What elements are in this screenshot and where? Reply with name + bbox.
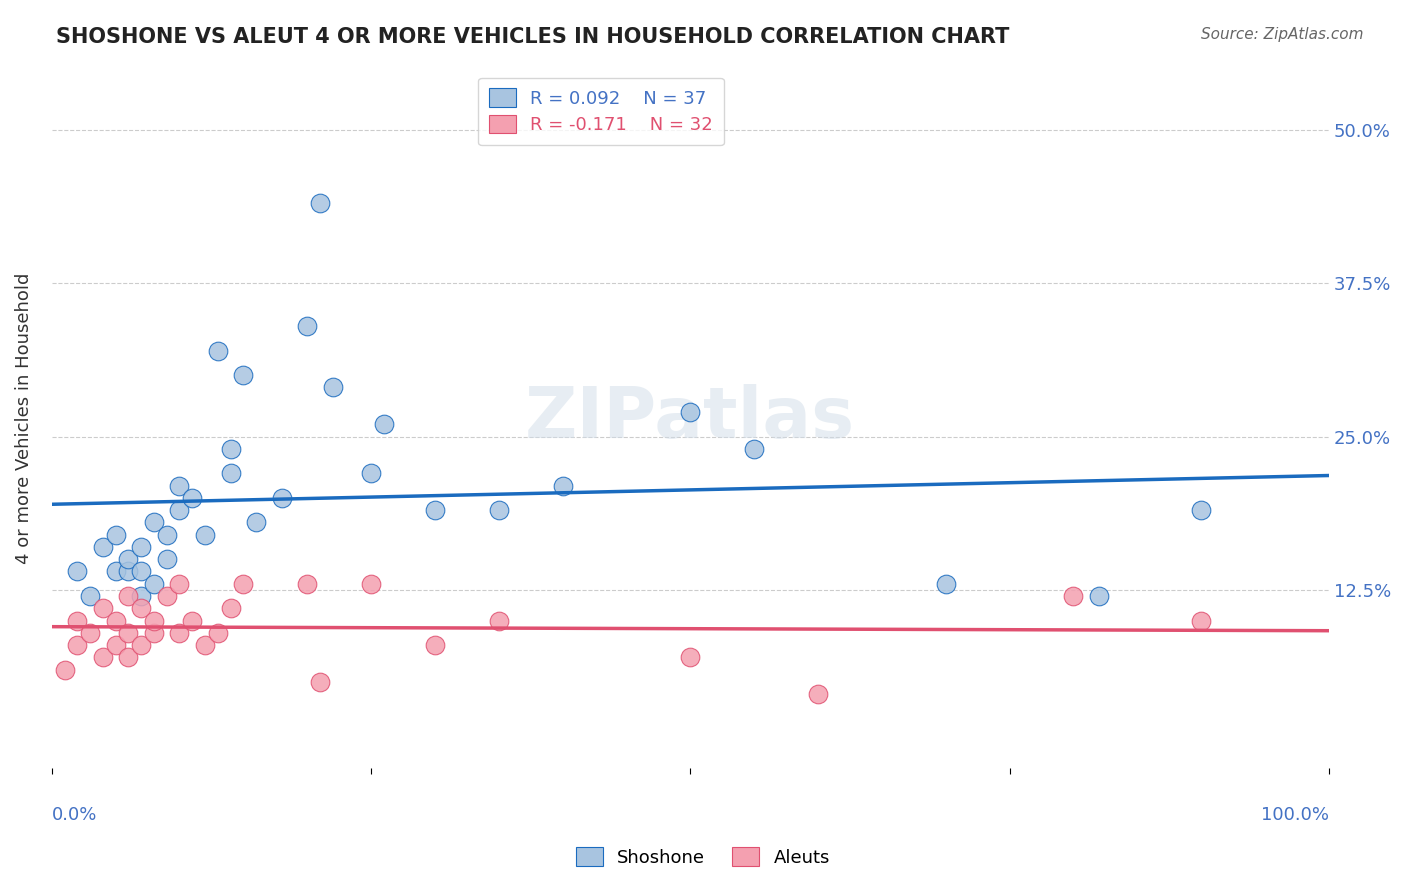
Point (104, 527, 127, 541)
Point (1189, 614, 1212, 628)
Point (488, 503, 510, 517)
Point (169, 625, 191, 640)
Point (309, 196, 332, 211)
Point (156, 552, 179, 566)
Point (679, 405, 702, 419)
Point (232, 368, 254, 383)
Point (142, 576, 165, 591)
Point (129, 601, 152, 615)
Point (66, 565, 89, 579)
Point (1189, 503, 1212, 517)
Point (322, 380, 344, 394)
Point (79, 625, 101, 640)
Text: ZIPatlas: ZIPatlas (526, 384, 855, 452)
Point (373, 417, 395, 432)
Point (66, 614, 89, 628)
Point (219, 467, 242, 481)
Point (66, 638, 89, 652)
Point (219, 601, 242, 615)
Point (156, 589, 179, 603)
Point (169, 478, 191, 492)
Point (270, 491, 292, 505)
Point (117, 589, 139, 603)
Point (488, 614, 510, 628)
Point (117, 565, 139, 579)
Point (117, 625, 139, 640)
Point (679, 650, 702, 665)
Point (207, 343, 229, 358)
Point (129, 589, 152, 603)
Point (423, 638, 446, 652)
Point (129, 565, 152, 579)
Point (309, 674, 332, 689)
Y-axis label: 4 or more Vehicles in Household: 4 or more Vehicles in Household (15, 272, 32, 564)
Point (181, 614, 204, 628)
Point (181, 491, 204, 505)
Point (1088, 589, 1111, 603)
Point (1062, 589, 1084, 603)
Text: 100.0%: 100.0% (1261, 806, 1329, 824)
Point (423, 503, 446, 517)
Point (245, 516, 267, 530)
Point (360, 576, 382, 591)
Point (169, 503, 191, 517)
Point (129, 638, 152, 652)
Point (79, 589, 101, 603)
Point (117, 552, 139, 566)
Point (53, 663, 76, 677)
Text: Source: ZipAtlas.com: Source: ZipAtlas.com (1201, 27, 1364, 42)
Legend: Shoshone, Aleuts: Shoshone, Aleuts (568, 840, 838, 874)
Text: SHOSHONE VS ALEUT 4 OR MORE VEHICLES IN HOUSEHOLD CORRELATION CHART: SHOSHONE VS ALEUT 4 OR MORE VEHICLES IN … (56, 27, 1010, 46)
Point (807, 687, 830, 701)
Point (142, 625, 165, 640)
Point (104, 638, 127, 652)
Point (935, 576, 957, 591)
Point (551, 478, 574, 492)
Point (91, 650, 114, 665)
Point (194, 638, 217, 652)
Point (117, 650, 139, 665)
Point (129, 540, 152, 554)
Point (742, 442, 765, 456)
Point (295, 319, 318, 334)
Point (104, 565, 127, 579)
Point (142, 516, 165, 530)
Point (360, 467, 382, 481)
Point (169, 576, 191, 591)
Point (207, 625, 229, 640)
Point (295, 576, 318, 591)
Point (91, 601, 114, 615)
Point (142, 614, 165, 628)
Point (156, 527, 179, 541)
Point (104, 614, 127, 628)
Point (194, 527, 217, 541)
Point (91, 540, 114, 554)
Point (232, 576, 254, 591)
Point (219, 442, 242, 456)
Legend: R = 0.092    N = 37, R = -0.171    N = 32: R = 0.092 N = 37, R = -0.171 N = 32 (478, 78, 724, 145)
Text: 0.0%: 0.0% (52, 806, 97, 824)
